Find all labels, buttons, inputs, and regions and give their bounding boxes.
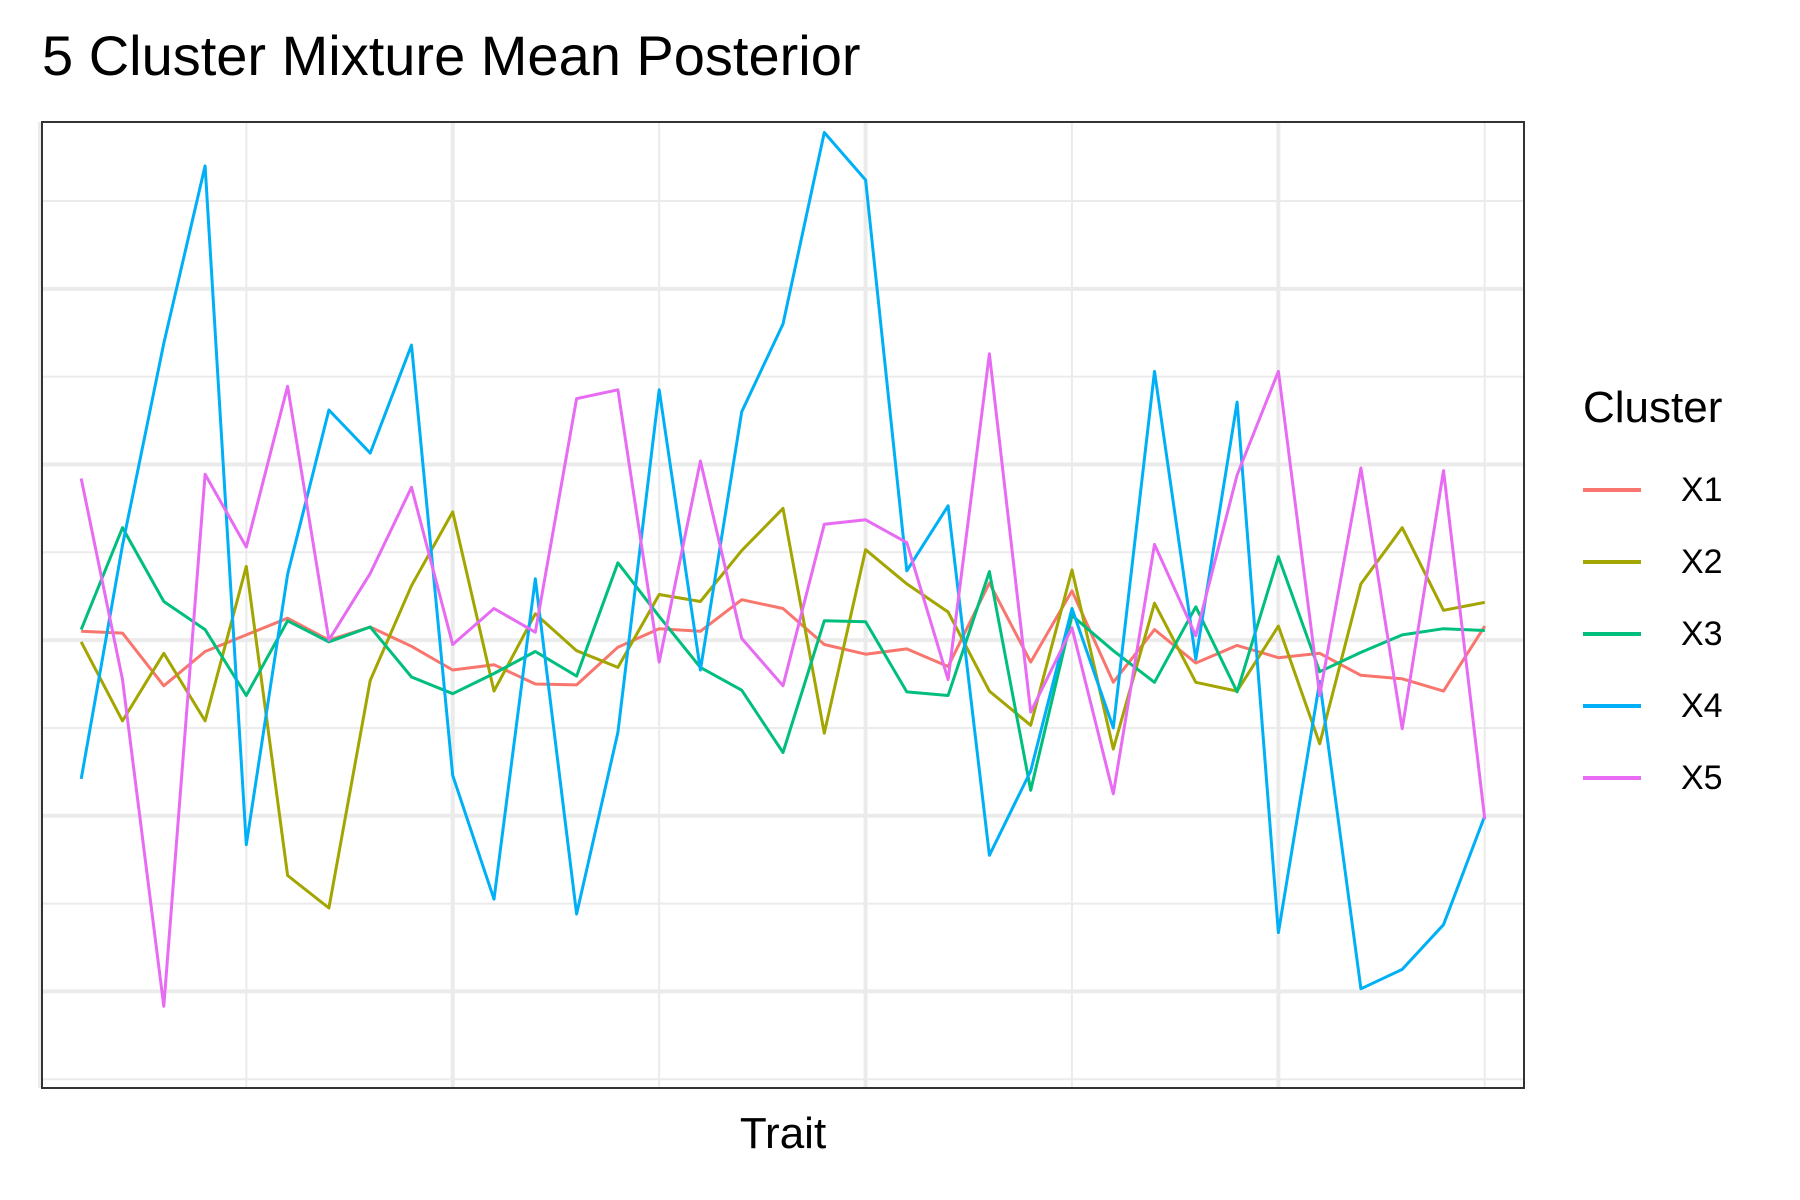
legend-item-x2: X2 [1583, 526, 1723, 598]
series-line-x5 [79, 352, 1487, 1008]
legend-title: Cluster [1583, 383, 1723, 432]
legend-key-line-icon [1583, 776, 1641, 780]
series-line-x2 [79, 506, 1486, 910]
legend-key-line-icon [1583, 560, 1641, 564]
series-lines [79, 131, 1487, 1008]
legend: Cluster X1 X2 X3 X4 X5 [1583, 386, 1723, 814]
legend-key-line-icon [1583, 632, 1641, 636]
series-line-x4 [79, 131, 1487, 991]
legend-item-x1: X1 [1583, 454, 1723, 526]
legend-item-x3: X3 [1583, 598, 1723, 670]
x-axis-label: Trait [739, 1109, 827, 1158]
legend-label: X2 [1681, 543, 1723, 581]
series-line-x3 [79, 526, 1485, 792]
series-line-x1 [81, 581, 1487, 693]
legend-label: X4 [1681, 687, 1723, 725]
legend-key-line-icon [1583, 488, 1641, 492]
legend-label: X5 [1681, 759, 1723, 797]
legend-label: X1 [1681, 471, 1723, 509]
legend-label: X3 [1681, 615, 1723, 653]
chart-title: 5 Cluster Mixture Mean Posterior [42, 24, 861, 87]
gridlines [37, 122, 1524, 1088]
legend-key-line-icon [1583, 704, 1641, 708]
legend-item-x5: X5 [1583, 742, 1723, 814]
legend-item-x4: X4 [1583, 670, 1723, 742]
plot-panel-border [41, 121, 1525, 1089]
